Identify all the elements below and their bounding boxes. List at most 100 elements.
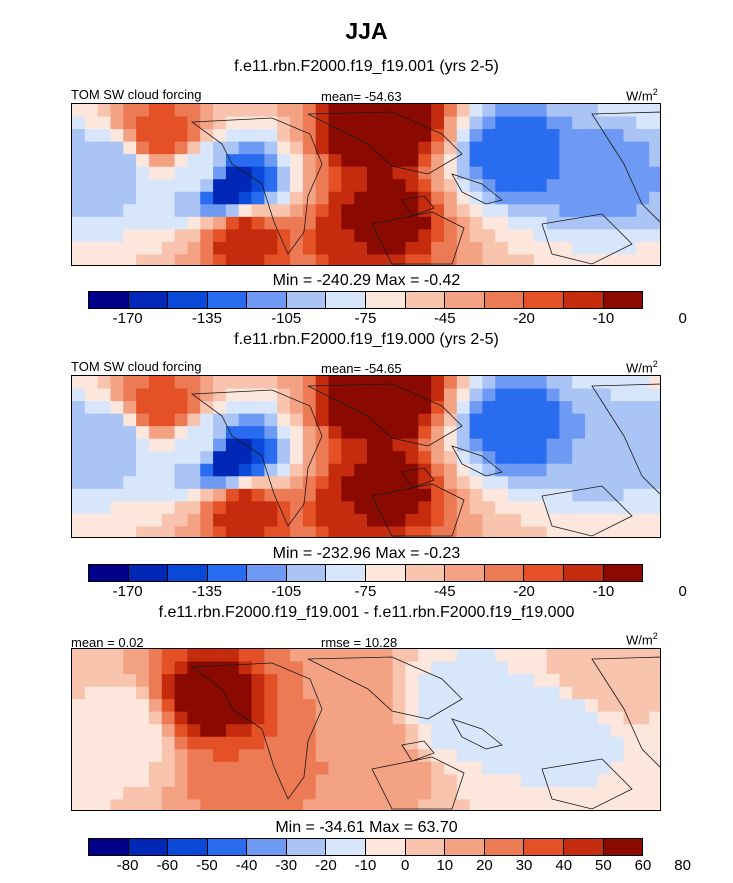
field-cell — [392, 699, 407, 713]
field-cell — [508, 501, 522, 515]
field-cell — [585, 154, 599, 168]
field-cell — [636, 749, 650, 763]
field-cell — [84, 774, 99, 788]
field-cell — [559, 526, 573, 537]
field-cell — [520, 711, 535, 725]
field-cell — [520, 191, 535, 205]
field-cell — [277, 488, 291, 502]
field-cell — [456, 204, 471, 218]
field-cell — [495, 501, 509, 515]
field-cell — [469, 141, 484, 155]
field-cell — [431, 104, 445, 118]
field-cell — [520, 413, 535, 427]
field-cell — [187, 724, 201, 738]
field-cell — [213, 699, 227, 713]
field-cell — [418, 388, 432, 402]
field-cell — [302, 501, 317, 515]
field-cell — [148, 774, 163, 788]
field-cell — [315, 463, 330, 477]
field-cell — [264, 376, 278, 390]
field-cell — [225, 699, 240, 713]
field-cell — [148, 786, 163, 801]
field-cell — [379, 216, 394, 230]
field-cell — [225, 426, 240, 440]
field-cell — [379, 463, 394, 477]
field-cell — [354, 413, 368, 427]
field-cell — [367, 229, 381, 243]
field-cell — [161, 388, 176, 402]
field-cell — [328, 154, 342, 168]
field-cell — [277, 141, 291, 155]
field-cell — [302, 686, 317, 700]
field-cell — [649, 104, 660, 118]
field-cell — [456, 104, 471, 118]
field-cell — [238, 736, 253, 750]
field-cell — [290, 661, 304, 675]
field-cell — [636, 501, 650, 515]
field-cell — [200, 254, 214, 265]
field-cell — [225, 501, 240, 515]
field-cell — [572, 749, 586, 763]
field-cell — [97, 154, 112, 168]
field-cell — [559, 401, 573, 415]
field-cell — [187, 241, 201, 256]
field-cell — [225, 488, 240, 502]
field-cell — [533, 413, 548, 427]
colorbar-tick-label: 0 — [678, 310, 687, 327]
panel-1-minmax: Min = -240.29 Max = -0.42 — [272, 272, 461, 289]
colorbar-swatch — [326, 292, 367, 308]
field-cell — [585, 388, 599, 402]
field-cell — [161, 141, 176, 155]
field-cell — [597, 526, 612, 537]
field-cell — [649, 179, 660, 193]
field-cell — [302, 774, 317, 788]
field-cell — [418, 141, 432, 155]
colorbar-swatch — [89, 565, 129, 581]
colorbar-swatch — [405, 292, 446, 308]
field-cell — [251, 649, 265, 663]
field-cell — [508, 476, 522, 490]
field-cell — [174, 413, 189, 427]
field-cell — [290, 116, 304, 130]
field-cell — [315, 513, 330, 528]
field-cell — [405, 699, 419, 713]
field-cell — [572, 116, 586, 130]
field-cell — [123, 476, 137, 490]
coastline — [591, 656, 660, 768]
field-cell — [367, 786, 381, 801]
field-cell — [290, 166, 304, 180]
field-cell — [238, 388, 253, 402]
field-cell — [482, 476, 496, 490]
field-cell — [379, 661, 394, 675]
field-cell — [200, 774, 214, 788]
field-cell — [597, 179, 612, 193]
field-cell — [597, 191, 612, 205]
field-cell — [520, 786, 535, 801]
field-cell — [187, 191, 201, 205]
field-cell — [469, 376, 484, 390]
field-cell — [367, 476, 381, 490]
colorbar-swatch — [603, 839, 643, 855]
field-cell — [456, 426, 471, 440]
field-cell — [97, 649, 112, 663]
field-cell — [559, 488, 573, 502]
field-cell — [546, 179, 560, 193]
field-cell — [623, 774, 637, 788]
field-cell — [520, 649, 535, 663]
field-cell — [508, 401, 522, 415]
field-cell — [610, 401, 625, 415]
field-cell — [187, 649, 201, 663]
field-cell — [123, 463, 137, 477]
field-cell — [72, 438, 86, 452]
field-cell — [456, 476, 471, 490]
field-cell — [405, 104, 419, 118]
field-cell — [379, 649, 394, 663]
field-cell — [251, 104, 265, 118]
field-cell — [302, 488, 317, 502]
field-cell — [148, 761, 163, 775]
field-cell — [225, 711, 240, 725]
field-cell — [367, 501, 381, 515]
field-cell — [315, 786, 330, 801]
field-cell — [482, 191, 496, 205]
field-cell — [238, 426, 253, 440]
